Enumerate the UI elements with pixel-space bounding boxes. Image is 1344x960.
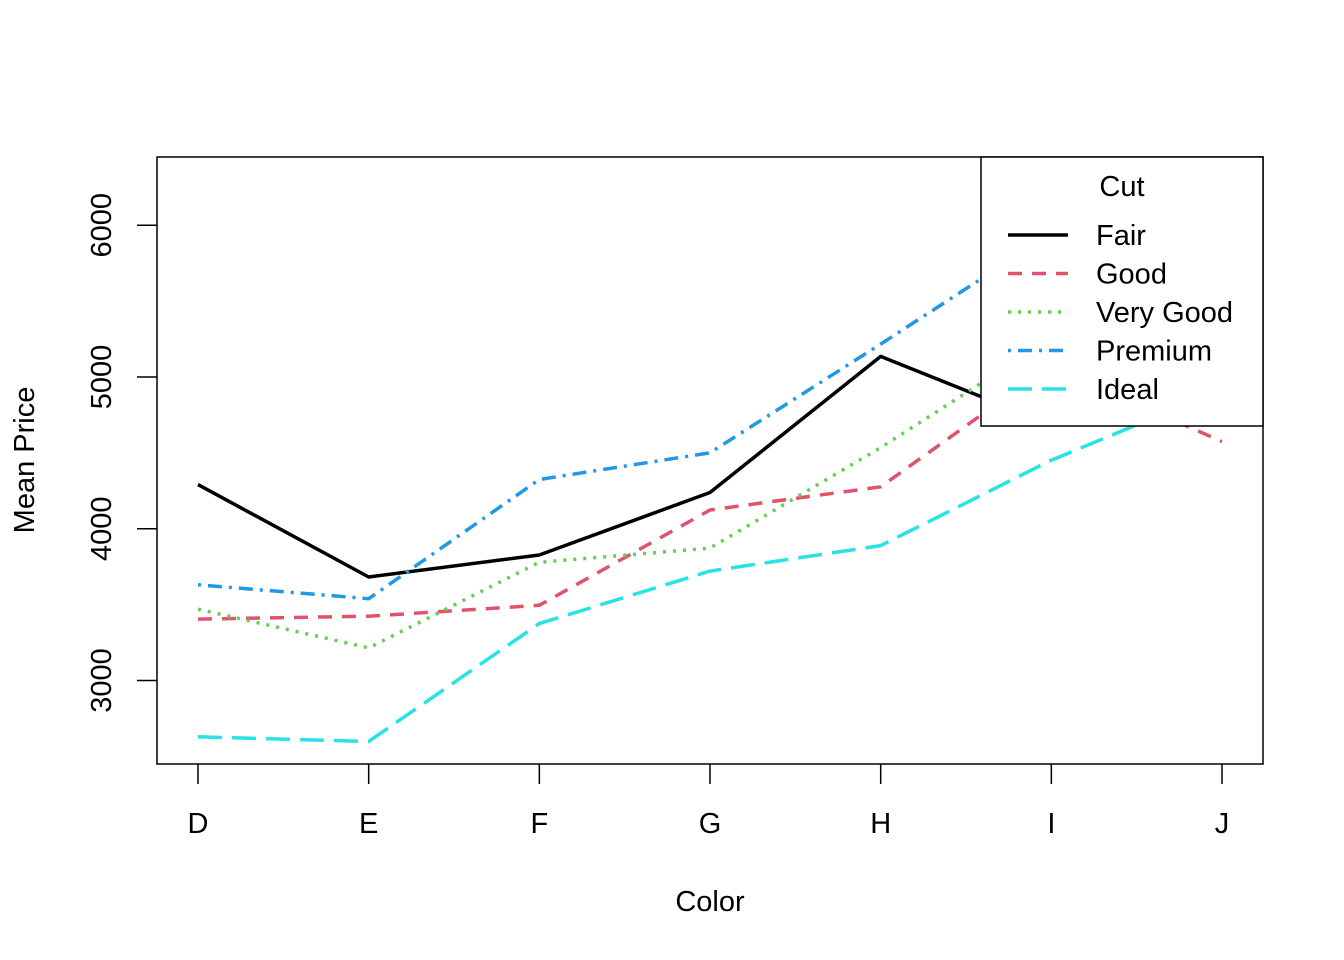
x-tick-label: D	[188, 808, 209, 840]
legend-label: Ideal	[1096, 374, 1159, 406]
legend-label: Premium	[1096, 336, 1212, 368]
legend-label: Fair	[1096, 220, 1146, 252]
x-tick-label: H	[870, 808, 891, 840]
series-line-premium	[197, 178, 1223, 601]
legend-title: Cut	[1099, 171, 1144, 203]
y-tick-label: 5000	[86, 345, 118, 410]
legend: Cut Fair Good Very Good Premium Ideal	[980, 156, 1264, 427]
x-tick-label: F	[530, 808, 548, 840]
legend-label: Very Good	[1096, 297, 1233, 329]
x-axis: D E F G H I J	[188, 764, 1230, 840]
x-tick-label: J	[1215, 808, 1230, 840]
y-tick-label: 4000	[86, 497, 118, 562]
y-axis-label: Mean Price	[9, 387, 41, 534]
series-line-ideal	[197, 387, 1223, 744]
x-tick-label: E	[359, 808, 378, 840]
y-tick-label: 3000	[86, 648, 118, 713]
y-axis: 3000 4000 5000 6000	[86, 193, 157, 713]
y-tick-label: 6000	[86, 193, 118, 258]
x-axis-label: Color	[675, 886, 745, 918]
x-tick-label: G	[699, 808, 722, 840]
x-tick-label: I	[1047, 808, 1055, 840]
legend-label: Good	[1096, 259, 1167, 291]
legend-box	[980, 156, 1264, 427]
